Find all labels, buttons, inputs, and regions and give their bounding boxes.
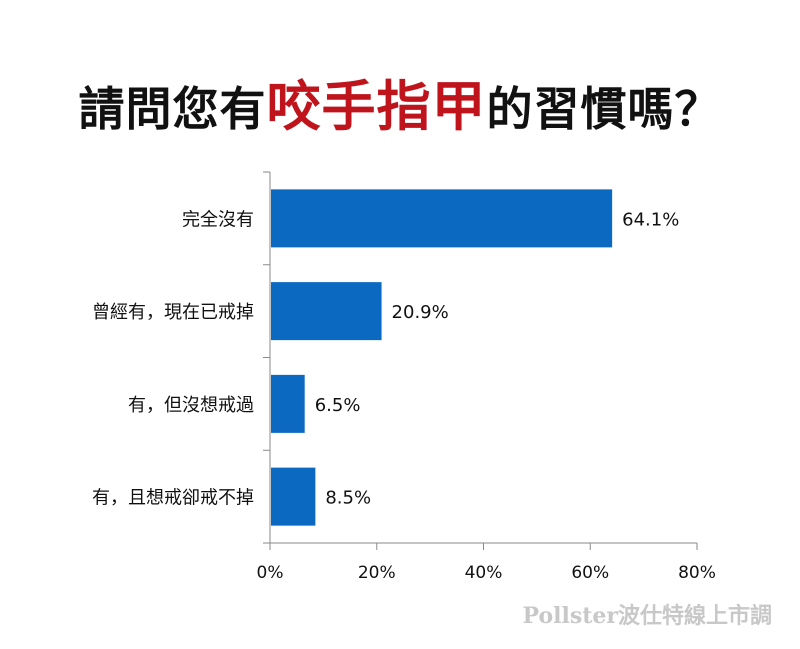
bar	[271, 374, 305, 433]
x-tick-label: 80%	[678, 563, 716, 583]
title-suffix: 的習慣嗎？	[486, 82, 722, 136]
x-tick-label: 20%	[358, 563, 396, 583]
watermark: Pollster波仕特線上市調	[522, 603, 772, 629]
chart-title: 請問您有咬手指甲的習慣嗎？	[0, 62, 800, 141]
x-tick-label: 0%	[257, 563, 284, 583]
value-label: 8.5%	[325, 488, 371, 509]
bar	[271, 467, 316, 526]
category-label: 有，且想戒卻戒不掉	[92, 488, 254, 509]
x-tick-label: 40%	[465, 563, 503, 583]
bar	[271, 189, 613, 248]
value-label: 20.9%	[392, 302, 449, 323]
category-label: 完全沒有	[182, 209, 254, 230]
value-label: 6.5%	[315, 395, 361, 416]
category-label: 有，但沒想戒過	[128, 395, 254, 416]
category-label: 曾經有，現在已戒掉	[92, 302, 254, 323]
x-tick-label: 60%	[571, 563, 609, 583]
title-prefix: 請問您有	[78, 82, 267, 136]
value-label: 64.1%	[622, 209, 679, 230]
title-highlight: 咬手指甲	[266, 75, 487, 138]
bar	[271, 282, 382, 341]
